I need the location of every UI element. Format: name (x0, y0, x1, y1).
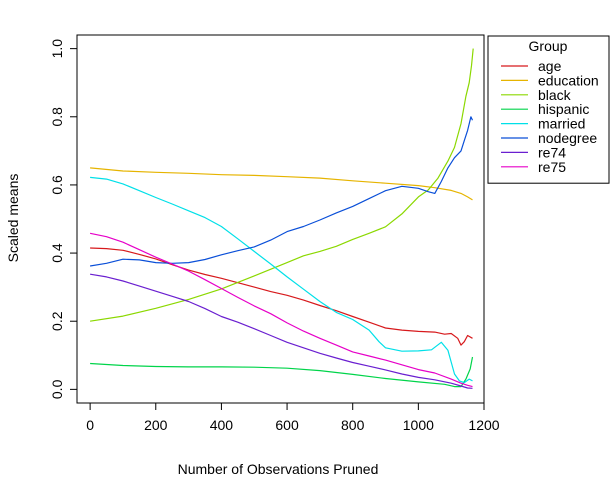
axes-layer: 0 200 400 600 800 1000 1200 0.0 0.2 0.4 0.6 0.8 1.0 (49, 34, 500, 433)
x-tick-label: 1000 (403, 417, 434, 433)
legend-label-re74: re74 (538, 144, 566, 160)
y-tick-label: 0.2 (49, 311, 65, 331)
legend-title: Group (529, 38, 568, 54)
series-line-hispanic (90, 356, 474, 388)
legend-label-black: black (538, 87, 572, 103)
y-tick-label: 0.0 (49, 379, 65, 399)
plot-frame (76, 34, 485, 404)
series-line-black (90, 48, 474, 322)
x-tick-label: 600 (275, 417, 299, 433)
series-line-married (90, 176, 473, 384)
x-axis-label: Number of Observations Pruned (178, 461, 379, 477)
series-line-re75 (89, 232, 473, 388)
y-tick-label: 0.8 (49, 107, 65, 127)
legend-label-hispanic: hispanic (538, 101, 589, 117)
series-line-age (90, 247, 473, 346)
x-tick-label: 0 (86, 417, 94, 433)
series-line-education (90, 167, 473, 201)
series-line-re74 (90, 273, 473, 389)
x-tick-label: 400 (210, 417, 234, 433)
y-axis-label: Scaled means (5, 174, 21, 263)
legend-label-age: age (538, 58, 562, 74)
legend-label-nodegree: nodegree (538, 130, 597, 146)
x-tick-label: 200 (144, 417, 168, 433)
y-tick-label: 0.4 (49, 243, 65, 263)
legend-label-education: education (538, 72, 599, 88)
series-line-nodegree (90, 116, 474, 267)
plot-layer (89, 48, 474, 389)
legend: Group ageeducationblackhispanicmarriednod… (487, 35, 610, 184)
legend-label-married: married (538, 116, 585, 132)
legend-label-re75: re75 (538, 159, 566, 175)
y-tick-label: 1.0 (49, 39, 65, 59)
x-tick-label: 800 (341, 417, 365, 433)
x-tick-label: 1200 (468, 417, 499, 433)
y-tick-label: 0.6 (49, 175, 65, 195)
